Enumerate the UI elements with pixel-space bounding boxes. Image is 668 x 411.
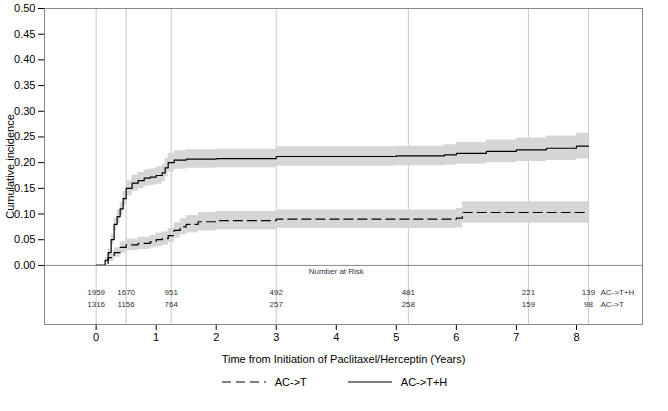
svg-text:Number at Risk: Number at Risk <box>309 267 365 276</box>
svg-text:258: 258 <box>402 300 416 309</box>
svg-text:0.15: 0.15 <box>14 182 35 194</box>
svg-text:221: 221 <box>522 288 536 297</box>
svg-text:139: 139 <box>582 288 596 297</box>
svg-text:AC->T: AC->T <box>600 300 623 309</box>
svg-text:6: 6 <box>453 331 459 343</box>
svg-text:0.50: 0.50 <box>14 2 35 14</box>
svg-text:0.45: 0.45 <box>14 28 35 40</box>
svg-text:951: 951 <box>165 288 179 297</box>
svg-text:0.35: 0.35 <box>14 79 35 91</box>
svg-text:1: 1 <box>153 331 159 343</box>
svg-text:8: 8 <box>573 331 579 343</box>
svg-text:4: 4 <box>333 331 339 343</box>
svg-text:1156: 1156 <box>118 300 136 309</box>
svg-text:3: 3 <box>273 331 279 343</box>
svg-text:481: 481 <box>402 288 416 297</box>
svg-text:0.05: 0.05 <box>14 233 35 245</box>
html-text:AC->T: AC->T <box>274 376 307 388</box>
svg-text:0.40: 0.40 <box>14 53 35 65</box>
svg-text:Cumulative incidence: Cumulative incidence <box>4 114 16 219</box>
svg-text:Time from Initiation of Paclit: Time from Initiation of Paclitaxel/Herce… <box>222 353 466 365</box>
svg-text:1670: 1670 <box>117 288 135 297</box>
svg-text:AC->T+H: AC->T+H <box>600 288 634 297</box>
svg-text:492: 492 <box>270 288 284 297</box>
svg-text:0: 0 <box>93 331 99 343</box>
svg-text:5: 5 <box>393 331 399 343</box>
svg-text:764: 764 <box>165 300 179 309</box>
svg-text:2: 2 <box>213 331 219 343</box>
html-text:AC->T+H: AC->T+H <box>400 376 448 388</box>
svg-text:0.10: 0.10 <box>14 208 35 220</box>
svg-text:159: 159 <box>522 300 536 309</box>
svg-text:0.20: 0.20 <box>14 156 35 168</box>
svg-text:0.30: 0.30 <box>14 105 35 117</box>
svg-text:98: 98 <box>584 300 593 309</box>
svg-text:0.00: 0.00 <box>14 259 35 271</box>
svg-text:7: 7 <box>513 331 519 343</box>
svg-text:1959: 1959 <box>87 288 105 297</box>
svg-text:257: 257 <box>270 300 284 309</box>
svg-text:0.25: 0.25 <box>14 130 35 142</box>
svg-text:1316: 1316 <box>87 300 105 309</box>
